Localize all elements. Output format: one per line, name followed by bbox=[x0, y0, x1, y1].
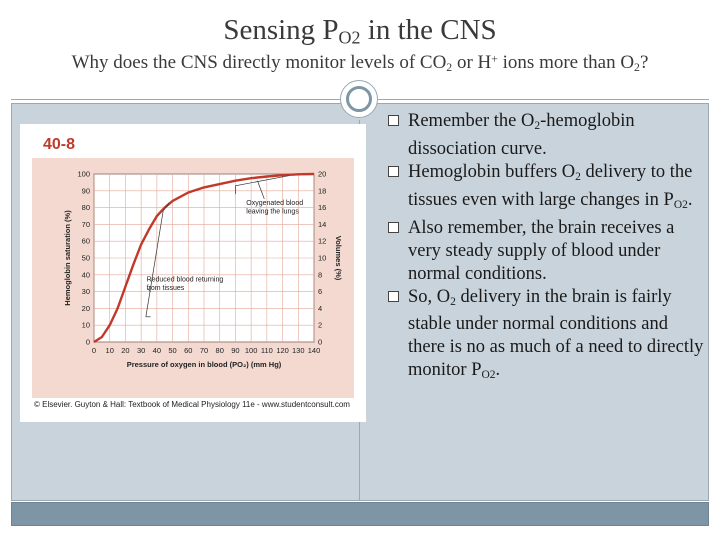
y2-tick-label: 20 bbox=[318, 170, 326, 179]
annotation-label: Reduced blood returning bbox=[147, 277, 224, 284]
bullet-box-icon bbox=[388, 165, 399, 177]
y2-axis-label: Volumes (%) bbox=[334, 236, 343, 281]
bullet-item: Remember the O2-hemoglobin dissociation … bbox=[388, 110, 708, 161]
figure-credit: © Elsevier. Guyton & Hall: Textbook of M… bbox=[34, 400, 350, 409]
y-tick-label: 40 bbox=[82, 270, 90, 279]
x-tick-label: 30 bbox=[137, 346, 145, 355]
annotation-label: leaving the lungs bbox=[246, 208, 299, 215]
annotation-bracket bbox=[235, 175, 289, 195]
y-tick-label: 100 bbox=[77, 170, 90, 179]
slide-title: Sensing PO2 in the CNS bbox=[223, 14, 497, 48]
y2-tick-label: 14 bbox=[318, 220, 326, 229]
bullet-box-icon bbox=[388, 115, 399, 126]
series-line bbox=[93, 172, 315, 344]
x-tick-label: 70 bbox=[200, 346, 208, 355]
x-tick-label: 80 bbox=[216, 346, 224, 355]
figure-label: 40-8 bbox=[43, 136, 76, 153]
x-tick-label: 60 bbox=[184, 346, 192, 355]
x-tick-label: 110 bbox=[261, 346, 273, 355]
annotation-bracket bbox=[257, 180, 265, 200]
annotation-label: Oxygenated blood bbox=[246, 200, 303, 207]
x-tick-label: 100 bbox=[245, 346, 258, 355]
y-tick-label: 70 bbox=[82, 220, 90, 229]
y2-tick-label: 8 bbox=[318, 270, 322, 279]
x-tick-label: 10 bbox=[106, 346, 114, 355]
x-tick-label: 0 bbox=[92, 346, 96, 355]
y-tick-label: 20 bbox=[82, 304, 90, 313]
y2-tick-label: 18 bbox=[318, 186, 326, 195]
bullet-item: Hemoglobin buffers O2 delivery to the ti… bbox=[388, 161, 708, 217]
bullet-item: Also remember, the brain receives a very… bbox=[388, 217, 708, 286]
figure-panel: 40-8 0 10 20 30 40 50 60 70 80 90 100 110 120 130 140 0… bbox=[20, 124, 366, 422]
y-tick-label: 60 bbox=[82, 237, 90, 246]
annotation-label: from tissues bbox=[147, 285, 185, 292]
y2-tick-label: 12 bbox=[318, 237, 326, 246]
y2-tick-label: 4 bbox=[318, 304, 322, 313]
bullet-box-icon bbox=[388, 221, 399, 233]
slide-subtitle: Why does the CNS directly monitor levels… bbox=[71, 52, 649, 74]
dissociation-chart: 0 10 20 30 40 50 60 70 80 90 100 110 120 130 140010203… bbox=[63, 170, 343, 370]
x-tick-label: 130 bbox=[292, 346, 305, 355]
y-tick-label: 0 bbox=[86, 338, 90, 347]
x-tick-label: 120 bbox=[276, 346, 289, 355]
bullet-list: Remember the O2-hemoglobin dissociation … bbox=[388, 110, 708, 387]
slide-ornament-circle bbox=[340, 80, 378, 118]
x-axis-label: Pressure of oxygen in blood (PO₂) (mm Hg… bbox=[127, 360, 282, 369]
y-tick-label: 80 bbox=[82, 203, 90, 212]
y-axis-label: Hemoglobin saturation (%) bbox=[63, 210, 72, 306]
x-tick-label: 140 bbox=[308, 346, 321, 355]
bullet-item: So, O2 delivery in the brain is fairly s… bbox=[388, 286, 708, 388]
x-tick-label: 50 bbox=[168, 346, 176, 355]
x-tick-label: 20 bbox=[121, 346, 129, 355]
y2-tick-label: 6 bbox=[318, 287, 322, 296]
annotation-bracket bbox=[145, 202, 170, 317]
y-tick-label: 10 bbox=[82, 321, 90, 330]
x-tick-label: 40 bbox=[153, 346, 161, 355]
chart-background: 0 10 20 30 40 50 60 70 80 90 100 110 120 130 140 0 10 20 3… bbox=[32, 158, 354, 398]
y2-tick-label: 16 bbox=[318, 203, 326, 212]
y2-tick-label: 2 bbox=[318, 321, 322, 330]
footer-bar bbox=[11, 502, 709, 526]
ornament-ring-icon bbox=[346, 86, 372, 112]
y2-tick-label: 0 bbox=[318, 338, 322, 347]
bullet-box-icon bbox=[388, 290, 399, 302]
y-tick-label: 90 bbox=[82, 186, 90, 195]
y-tick-label: 30 bbox=[82, 287, 90, 296]
y2-tick-label: 10 bbox=[318, 254, 326, 263]
x-tick-label: 90 bbox=[231, 346, 239, 355]
annotation-bracket bbox=[147, 288, 151, 292]
y-tick-label: 50 bbox=[82, 254, 90, 263]
